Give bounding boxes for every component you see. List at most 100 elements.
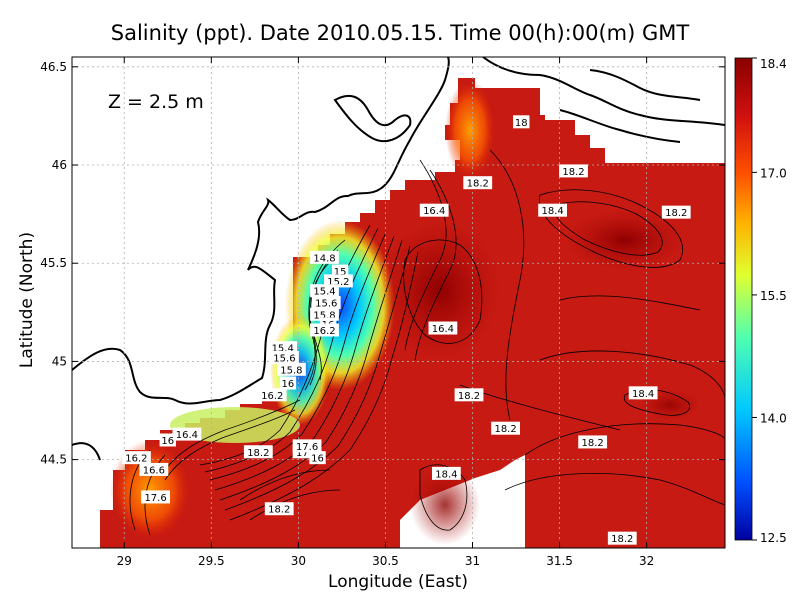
contour-label: 18.2 [607,531,637,545]
contour-label: 15.2 [324,274,353,288]
contour-label-text: 17.6 [296,442,318,453]
contour-label: 16 [159,433,176,447]
contour-label-text: 15.2 [327,277,349,288]
contour-label-text: 18.2 [611,534,633,545]
contour-label: 16.4 [419,203,449,217]
contour-label-box [172,427,202,441]
contour-label-text: 16 [161,436,174,447]
x-tick-label: 31.5 [546,554,573,568]
y-tick-label: 45.5 [40,256,67,270]
contour-label: 15.6 [311,296,341,310]
contour-label: 15.8 [310,307,339,321]
contour-label-text: 15.8 [280,365,302,376]
contour-label: 15 [331,264,349,278]
colorbar-tick-label: 17.0 [760,166,787,180]
contour-label-text: 18.2 [562,167,584,178]
contour-label-text: 16.4 [423,206,445,217]
contour-label-box [661,205,691,219]
coastal-orange-patch [110,440,190,540]
contour-label-text: 18.2 [665,208,687,219]
contour-label-box [243,445,273,459]
y-tick-label: 46 [52,158,67,172]
contour-label: 15.6 [270,350,299,364]
contour-label-text: 18.4 [541,206,563,217]
plot-frame [71,56,726,549]
contour-label: 18.4 [431,466,461,480]
contour-label-box [331,264,349,278]
x-axis-label: Longitude (East) [328,572,468,592]
coastline [72,57,725,461]
contour-label: 16.2 [257,388,287,402]
contour-label: 16 [309,451,326,465]
contour-label: 15.4 [310,284,339,298]
contour-label-text: 18.4 [632,389,654,400]
contour-label: 18.2 [578,435,608,449]
contour-label-box [264,502,294,516]
contour-label-text: 15.6 [273,353,295,364]
contour-label-box [431,466,461,480]
contour-label: 18 [513,115,530,129]
contour-label-text: 16.2 [261,391,283,402]
contour-label: 18.2 [264,502,294,516]
contour-label-text: 16.2 [313,326,335,337]
high-salinity-east [565,210,685,270]
contour-label-box [122,451,151,465]
contour-label-text: 16.6 [143,465,165,476]
contour-label: 18.2 [243,445,273,459]
contour-label: 18.4 [628,386,658,400]
contour-label-box [257,388,287,402]
colorbar-tick-label: 18.4 [760,57,787,71]
contour-label-box [559,164,588,178]
contour-label-text: 18.4 [435,469,457,480]
colorbar-ticks: 12.5 14.0 15.5 17.0 18.4 [752,57,787,545]
contour-label-box [279,376,297,390]
x-tick-label: 31 [465,554,480,568]
contour-label-box [277,362,306,376]
contour-label-box [419,203,449,217]
x-tick-label: 32 [639,554,654,568]
contour-label-box [311,296,341,309]
colorbar-tick-label: 15.5 [760,289,787,303]
contour-label-text: 14.8 [313,253,335,264]
contour-label-box [310,284,339,298]
northern-orange-patch [445,80,495,180]
x-tick-label: 30 [291,554,306,568]
contour-label: 14.8 [310,250,339,264]
contour-label-text: 15.4 [313,287,335,298]
contour-label-box [628,386,658,400]
contour-label: 18.2 [463,176,493,190]
contour-label: 16.4 [428,321,458,335]
contour-label-box [268,341,298,355]
contour-label-box [310,250,339,264]
y-axis-ticks: 44.5 45 45.5 46 46.5 [40,60,725,467]
contour-label: 18.2 [661,205,691,219]
x-tick-label: 30.5 [372,554,399,568]
plume-band [170,407,300,443]
contour-label: 16.2 [310,323,339,337]
contour-label: 16.4 [172,427,202,441]
contour-label-box [310,307,339,321]
contour-label: 17.6 [141,490,170,504]
contour-label-box [309,451,326,465]
high-salinity-south [410,465,480,545]
contour-label: 18.4 [538,203,568,217]
contour-label-text: 18 [515,118,528,129]
contour-label-box [292,439,322,453]
contour-label-box [159,433,176,447]
contour-label-text: 15.6 [315,299,337,310]
contour-label-text: 16 [282,379,295,390]
contour-lines [129,149,725,536]
contour-label-box [463,176,493,190]
contour-label-text: 15.4 [272,344,294,355]
grid-lines [72,57,725,548]
contour-label-box [270,350,299,364]
contour-label: 15.4 [268,341,298,355]
contour-label-text: 15.8 [313,310,335,321]
contour-label-text: 18.2 [458,391,480,402]
depth-label: Z = 2.5 m [108,91,204,113]
contour-label: 16.6 [139,462,169,476]
contour-label-box [538,203,568,217]
